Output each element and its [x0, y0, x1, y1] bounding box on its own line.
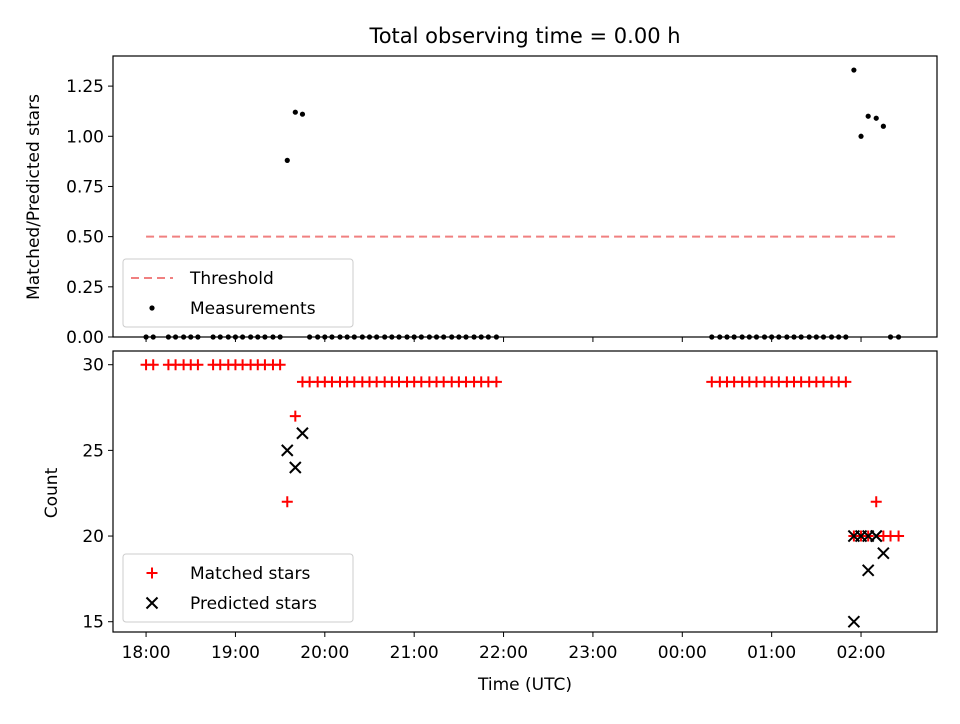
- matched-star-point: [281, 496, 293, 508]
- bottom-plot-frame: [112, 350, 938, 633]
- x-tick-label: 18:00: [122, 643, 171, 663]
- matched-star-point: [490, 376, 502, 388]
- legend-predicted-swatch: [145, 596, 159, 610]
- top-y-axis-label: Matched/Predicted stars: [24, 94, 44, 300]
- legend-matched-swatch: [146, 567, 158, 579]
- x-tick-label: 22:00: [479, 643, 528, 663]
- x-tick-label: 19:00: [211, 643, 260, 663]
- measurement-point: [292, 109, 298, 115]
- measurement-point: [299, 111, 306, 117]
- bottom-y-axis-label: Count: [42, 467, 62, 518]
- top-panel: 0.00 0.25 0.50 0.75 1.00 1.25 Matched/Predict…: [24, 55, 938, 348]
- top-legend-box: [122, 258, 354, 328]
- predicted-star-point: [861, 564, 875, 577]
- measurement-point: [284, 157, 290, 163]
- legend-label: Predicted stars: [190, 594, 317, 614]
- bottom-panel: 18:00 19:00 20:00 21:00 22:00 23:00 00:00 01:00…: [42, 350, 938, 663]
- top-plot-frame: [112, 55, 938, 338]
- measurement-point: [873, 115, 879, 121]
- matched-star-point: [274, 359, 286, 371]
- bottom-legend: Matched stars Predicted stars: [122, 553, 354, 623]
- matched-star-point: [870, 496, 882, 508]
- matched-star-point: [147, 359, 159, 371]
- matched-star-point: [289, 410, 301, 422]
- predicted-star-point: [289, 461, 302, 474]
- bottom-legend-box: [122, 553, 354, 623]
- x-tick-label: 23:00: [568, 643, 617, 663]
- measurement-point: [880, 123, 886, 129]
- chart-title: Total observing time = 0.00 h: [368, 24, 680, 48]
- bottom-y-tick-label: 25: [82, 441, 104, 461]
- top-y-tick-label: 0.50: [66, 228, 104, 248]
- legend-label: Threshold: [189, 269, 274, 289]
- x-axis-label: Time (UTC): [477, 675, 572, 695]
- measurement-point: [865, 113, 871, 119]
- top-y-tick-label: 1.00: [66, 127, 104, 147]
- bottom-y-tick-label: 20: [82, 527, 104, 547]
- predicted-star-point: [296, 427, 309, 440]
- top-y-tick-label: 0.75: [66, 177, 104, 197]
- legend-label: Matched stars: [190, 564, 310, 584]
- predicted-star-point: [281, 444, 294, 457]
- predicted-star-point: [870, 529, 883, 543]
- x-tick-label: 21:00: [390, 643, 439, 663]
- predicted-star-point: [847, 529, 861, 543]
- top-legend: Threshold Measurements: [122, 258, 354, 328]
- top-y-tick-label: 0.25: [66, 278, 104, 298]
- predicted-star-point: [877, 546, 890, 560]
- top-y-tick-label: 1.25: [66, 77, 104, 97]
- x-tick-label: 02:00: [837, 643, 886, 663]
- matched-star-point: [840, 376, 852, 388]
- legend-measurement-swatch: [149, 305, 155, 311]
- x-tick-label: 00:00: [658, 643, 707, 663]
- matched-star-point: [192, 359, 204, 371]
- matched-star-point: [893, 530, 905, 542]
- measurement-point: [858, 133, 864, 139]
- bottom-y-tick-label: 30: [82, 356, 104, 376]
- measurement-point: [851, 67, 857, 73]
- x-tick-label: 01:00: [747, 643, 796, 663]
- predicted-star-point: [847, 615, 861, 628]
- x-tick-label: 20:00: [300, 643, 349, 663]
- bottom-y-tick-label: 15: [82, 613, 104, 633]
- legend-label: Measurements: [190, 299, 316, 319]
- top-y-tick-label: 0.00: [66, 328, 104, 348]
